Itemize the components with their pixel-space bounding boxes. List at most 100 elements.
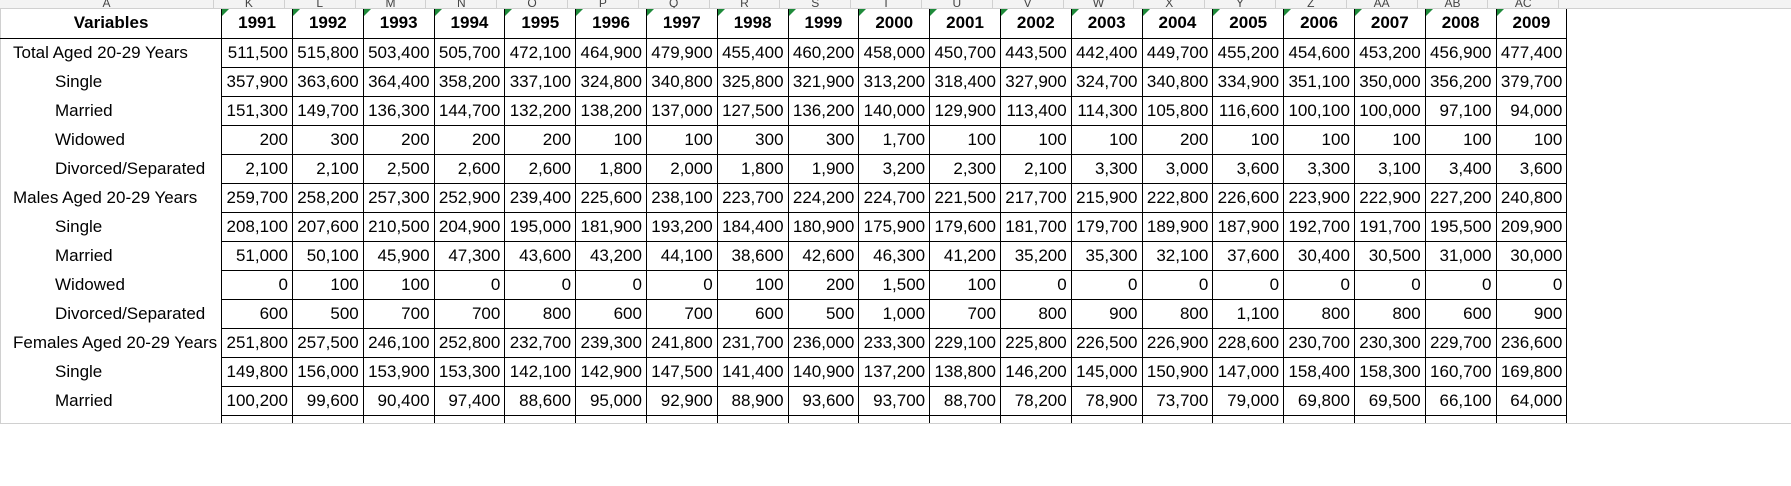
year-header-2006[interactable]: 2006	[1283, 9, 1355, 39]
value-cell[interactable]: 800	[1283, 298, 1355, 329]
value-cell[interactable]: 223,900	[1283, 182, 1355, 213]
value-cell[interactable]: 2,000	[645, 153, 718, 184]
value-cell[interactable]: 64,000	[1495, 385, 1568, 416]
value-cell[interactable]: 251,800	[221, 327, 293, 358]
year-header-1994[interactable]: 1994	[433, 9, 506, 39]
value-cell[interactable]: 147,500	[645, 356, 718, 387]
value-cell[interactable]: 200	[787, 269, 860, 300]
column-letter-q[interactable]: Q	[639, 0, 710, 8]
value-cell[interactable]: 252,800	[433, 327, 506, 358]
row-label-cell[interactable]: Married	[0, 386, 223, 415]
value-cell[interactable]: 181,900	[575, 211, 647, 242]
value-cell[interactable]: 215,900	[1070, 182, 1143, 213]
value-cell[interactable]: 358,200	[433, 66, 506, 97]
value-cell[interactable]: 153,300	[433, 356, 506, 387]
value-cell[interactable]: 138,200	[575, 95, 647, 126]
year-header-2008[interactable]: 2008	[1424, 9, 1497, 39]
value-cell[interactable]: 3,600	[1495, 153, 1568, 184]
value-cell[interactable]: 129,900	[929, 95, 1001, 126]
value-cell[interactable]: 66,100	[1424, 385, 1497, 416]
value-cell[interactable]: 800	[999, 298, 1072, 329]
year-header-2007[interactable]: 2007	[1353, 9, 1426, 39]
value-cell[interactable]: 100	[929, 269, 1001, 300]
value-cell[interactable]: 230,700	[1283, 327, 1355, 358]
value-cell[interactable]: 73,700	[1141, 385, 1214, 416]
year-header-2001[interactable]: 2001	[929, 9, 1001, 39]
value-cell[interactable]: 69,500	[1353, 385, 1426, 416]
value-cell[interactable]: 2,100	[221, 153, 293, 184]
year-header-1993[interactable]: 1993	[362, 9, 435, 39]
value-cell[interactable]: 228,600	[1212, 327, 1285, 358]
value-cell[interactable]: 357,900	[221, 66, 293, 97]
value-cell[interactable]: 340,800	[645, 66, 718, 97]
value-cell[interactable]: 100	[291, 269, 364, 300]
value-cell[interactable]: 0	[999, 269, 1072, 300]
value-cell[interactable]: 900	[1495, 298, 1568, 329]
value-cell[interactable]: 181,700	[999, 211, 1072, 242]
value-cell[interactable]: 88,700	[929, 385, 1001, 416]
column-letter-s[interactable]: S	[780, 0, 852, 8]
value-cell[interactable]: 100	[1212, 124, 1285, 155]
value-cell[interactable]: 460,200	[787, 37, 860, 68]
value-cell[interactable]: 191,700	[1353, 211, 1426, 242]
column-letter-r[interactable]: R	[710, 0, 781, 8]
value-cell[interactable]: 35,200	[999, 240, 1072, 271]
value-cell[interactable]: 600	[575, 298, 647, 329]
value-cell[interactable]: 180,900	[787, 211, 860, 242]
value-cell[interactable]: 127,500	[716, 95, 789, 126]
value-cell[interactable]: 700	[929, 298, 1001, 329]
value-cell[interactable]: 500	[291, 298, 364, 329]
value-cell[interactable]: 246,100	[362, 327, 435, 358]
value-cell[interactable]: 42,600	[787, 240, 860, 271]
row-label-cell[interactable]: Total Aged 20-29 Years	[0, 38, 223, 67]
value-cell[interactable]: 32,100	[1141, 240, 1214, 271]
value-cell[interactable]: 105,800	[1141, 95, 1214, 126]
value-cell[interactable]: 800	[1141, 298, 1214, 329]
column-letter-t[interactable]: T	[851, 0, 922, 8]
value-cell[interactable]: 93,600	[787, 385, 860, 416]
column-letter-u[interactable]: U	[922, 0, 993, 8]
value-cell[interactable]: 150,900	[1141, 356, 1214, 387]
value-cell[interactable]: 379,700	[1495, 66, 1568, 97]
year-header-1991[interactable]: 1991	[221, 9, 293, 39]
value-cell[interactable]: 100	[1424, 124, 1497, 155]
value-cell[interactable]: 142,900	[575, 356, 647, 387]
value-cell[interactable]: 0	[1212, 269, 1285, 300]
value-cell[interactable]: 31,000	[1424, 240, 1497, 271]
value-cell[interactable]: 443,500	[999, 37, 1072, 68]
value-cell[interactable]: 43,600	[504, 240, 577, 271]
year-header-2005[interactable]: 2005	[1212, 9, 1285, 39]
value-cell[interactable]: 239,400	[504, 182, 577, 213]
value-cell[interactable]: 500	[787, 298, 860, 329]
value-cell[interactable]: 0	[433, 269, 506, 300]
value-cell[interactable]: 3,600	[1212, 153, 1285, 184]
value-cell[interactable]: 37,600	[1212, 240, 1285, 271]
value-cell[interactable]: 209,900	[1495, 211, 1568, 242]
value-cell[interactable]: 78,900	[1070, 385, 1143, 416]
column-letter-ab[interactable]: AB	[1418, 0, 1489, 8]
value-cell[interactable]: 146,200	[999, 356, 1072, 387]
value-cell[interactable]: 300	[716, 124, 789, 155]
value-cell[interactable]: 340,800	[1141, 66, 1214, 97]
value-cell[interactable]: 0	[645, 269, 718, 300]
column-letter-o[interactable]: O	[497, 0, 568, 8]
value-cell[interactable]: 2,100	[291, 153, 364, 184]
value-cell[interactable]: 97,100	[1424, 95, 1497, 126]
value-cell[interactable]: 800	[1353, 298, 1426, 329]
value-cell[interactable]: 169,800	[1495, 356, 1568, 387]
value-cell[interactable]: 35,300	[1070, 240, 1143, 271]
value-cell[interactable]: 100,100	[1283, 95, 1355, 126]
value-cell[interactable]: 46,300	[858, 240, 931, 271]
column-letter-z[interactable]: Z	[1276, 0, 1347, 8]
value-cell[interactable]: 313,200	[858, 66, 931, 97]
empty-sheet-area[interactable]	[0, 423, 1791, 486]
value-cell[interactable]: 1,800	[716, 153, 789, 184]
value-cell[interactable]: 221,500	[929, 182, 1001, 213]
value-cell[interactable]: 160,700	[1424, 356, 1497, 387]
value-cell[interactable]: 241,800	[645, 327, 718, 358]
value-cell[interactable]: 100	[645, 124, 718, 155]
value-cell[interactable]: 140,900	[787, 356, 860, 387]
year-header-2009[interactable]: 2009	[1495, 9, 1568, 39]
value-cell[interactable]: 200	[504, 124, 577, 155]
value-cell[interactable]: 464,900	[575, 37, 647, 68]
